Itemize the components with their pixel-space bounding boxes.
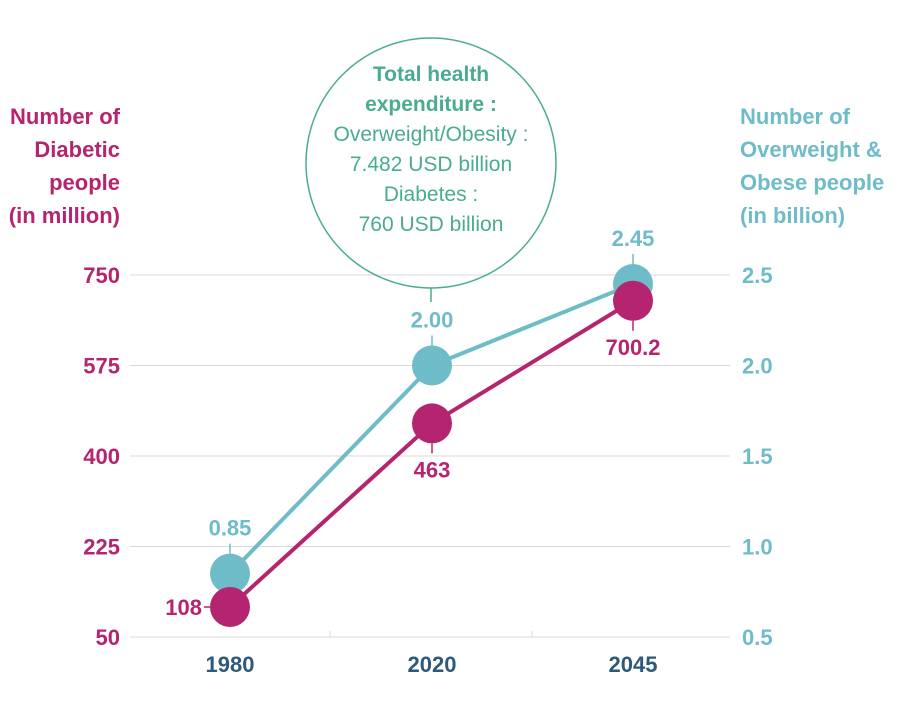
left-axis-title-line: Diabetic <box>34 137 120 162</box>
data-label: 0.85 <box>209 516 252 541</box>
data-label: 2.45 <box>612 226 655 251</box>
x-axis-tick-label: 2045 <box>609 652 658 677</box>
left-axis-title-line: Number of <box>10 104 120 129</box>
callout-line: Overweight/Obesity : <box>333 123 529 146</box>
right-axis-title-line: Number of <box>740 104 850 129</box>
data-label: 108 <box>165 595 202 620</box>
right-axis-tick-label: 1.0 <box>742 535 773 560</box>
left-axis-title-line: people <box>49 170 120 195</box>
left-axis-tick-label: 575 <box>83 354 120 379</box>
callout-line: Diabetes : <box>383 183 479 206</box>
right-axis-title-line: Obese people <box>740 170 885 195</box>
data-point <box>412 345 452 386</box>
right-axis-tick-label: 2.5 <box>742 263 773 288</box>
x-axis-tick-label: 1980 <box>206 652 255 677</box>
right-axis-title: Number of Overweight & Obese people (in … <box>740 100 884 232</box>
left-axis-title-line: (in million) <box>8 203 120 228</box>
data-point <box>210 553 250 594</box>
x-axis-tick-label: 2020 <box>408 652 457 677</box>
callout-line: 760 USD billion <box>358 213 504 236</box>
data-label: 2.00 <box>411 308 454 333</box>
data-label: 700.2 <box>605 335 660 360</box>
data-label: 463 <box>414 457 451 482</box>
right-axis-tick-label: 0.5 <box>742 625 773 650</box>
right-axis-tick-label: 2.0 <box>742 354 773 379</box>
right-axis-title-line: (in billion) <box>740 203 846 228</box>
left-axis-tick-label: 400 <box>83 444 120 469</box>
right-axis-title-line: Overweight & <box>740 137 882 162</box>
callout-heading-line: expenditure : <box>365 93 497 116</box>
right-axis-tick-label: 1.5 <box>742 444 773 469</box>
left-axis-tick-label: 50 <box>96 625 120 650</box>
left-axis-tick-label: 225 <box>83 535 120 560</box>
data-point <box>210 587 250 628</box>
left-axis-tick-label: 750 <box>83 263 120 288</box>
callout-heading-line: Total health <box>372 63 490 86</box>
data-point <box>412 403 452 444</box>
expenditure-callout-text: Total health expenditure : Overweight/Ob… <box>296 60 566 240</box>
callout-line: 7.482 USD billion <box>349 153 513 176</box>
left-axis-title: Number of Diabetic people (in million) <box>9 100 120 232</box>
data-point <box>613 280 653 321</box>
